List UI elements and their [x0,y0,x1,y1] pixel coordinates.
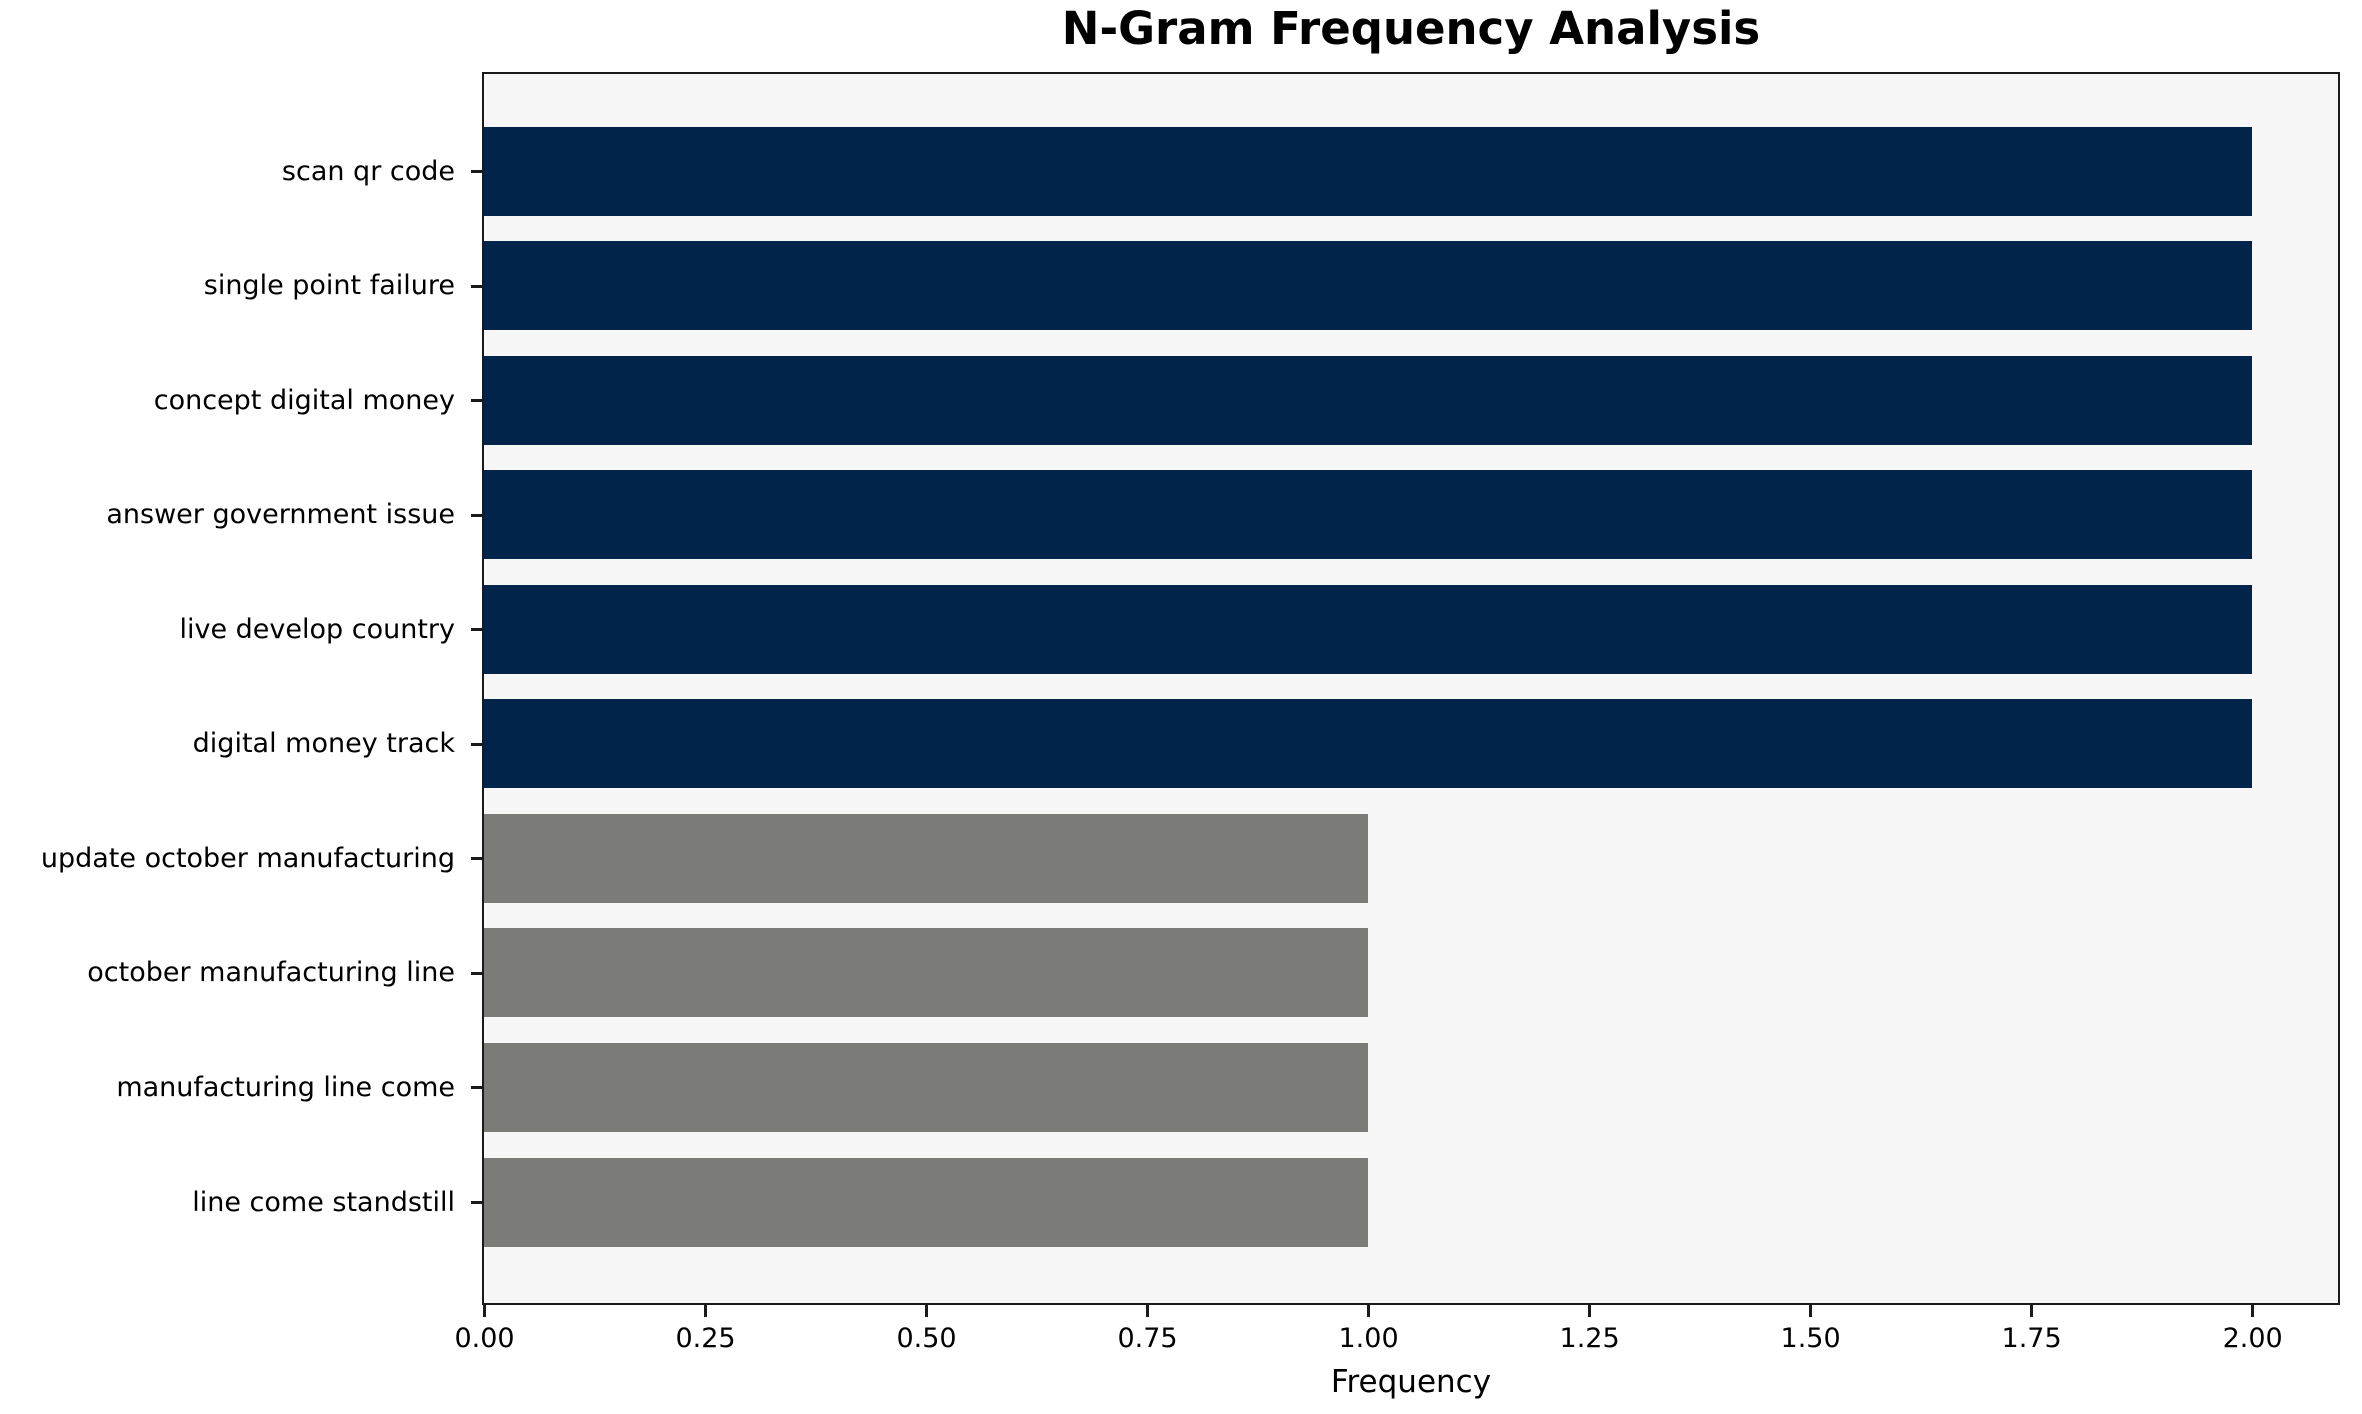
y-tick-mark [471,170,482,173]
y-tick-label: digital money track [192,728,455,760]
x-tick-label: 1.75 [2001,1322,2062,1354]
y-tick-mark [471,628,482,632]
bar [484,126,2253,216]
x-tick-mark [704,1305,708,1317]
chart-title: N-Gram Frequency Analysis [1061,2,1761,55]
y-tick-mark [471,513,482,517]
y-tick-label: single point failure [203,270,455,302]
y-tick-label: scan qr code [281,155,455,187]
x-tick-mark [2251,1305,2255,1317]
bar [484,1042,1369,1132]
y-tick-label: live develop country [179,613,455,645]
x-tick-label: 1.25 [1559,1322,1620,1354]
y-tick-label: update october manufacturing [40,842,455,874]
x-tick-mark [1367,1305,1371,1317]
y-tick-mark [471,857,482,861]
x-tick-label: 1.50 [1780,1322,1841,1354]
x-tick-mark [1588,1305,1592,1317]
y-tick-label: answer government issue [106,499,455,531]
x-tick-label: 0.75 [1117,1322,1178,1354]
x-tick-label: 2.00 [2222,1322,2283,1354]
x-tick-mark [1809,1305,1813,1317]
x-tick-label: 0.00 [454,1322,515,1354]
bar [484,1157,1369,1247]
x-tick-mark [483,1305,486,1317]
plot-area [482,72,2340,1305]
bar [484,241,2253,331]
x-axis-label: Frequency [1330,1364,1492,1400]
bar [484,355,2253,445]
x-tick-label: 1.00 [1338,1322,1399,1354]
x-tick-label: 0.25 [675,1322,736,1354]
bar [484,584,2253,674]
bar [484,470,2253,560]
x-tick-mark [1146,1305,1150,1317]
y-tick-mark [471,971,482,975]
y-tick-label: october manufacturing line [87,957,455,989]
y-tick-label: line come standstill [192,1186,455,1218]
y-tick-mark [471,742,482,746]
y-tick-mark [471,1086,482,1090]
bar [484,699,2253,789]
x-tick-label: 0.50 [896,1322,957,1354]
bar [484,928,1369,1018]
y-tick-label: manufacturing line come [116,1071,455,1103]
bar [484,813,1369,903]
x-tick-mark [925,1305,929,1317]
y-tick-mark [471,1201,482,1205]
y-tick-mark [471,284,482,288]
y-tick-mark [471,399,482,403]
x-tick-mark [2030,1305,2034,1317]
y-tick-label: concept digital money [153,384,455,416]
